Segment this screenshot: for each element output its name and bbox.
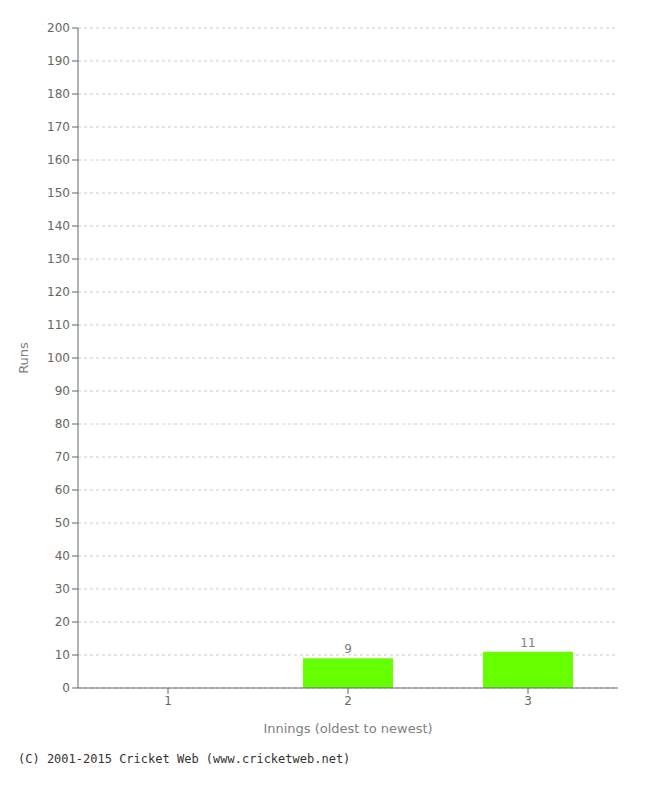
svg-text:60: 60 bbox=[55, 483, 70, 497]
svg-text:1: 1 bbox=[164, 694, 172, 708]
html-text:(C) 2001-2015 Cricket Web (www: (C) 2001-2015 Cricket Web (www.cricketwe… bbox=[18, 752, 351, 766]
svg-text:120: 120 bbox=[47, 285, 70, 299]
svg-text:0: 0 bbox=[62, 681, 70, 695]
svg-text:30: 30 bbox=[55, 582, 70, 596]
svg-text:180: 180 bbox=[47, 87, 70, 101]
svg-text:170: 170 bbox=[47, 120, 70, 134]
svg-text:9: 9 bbox=[344, 642, 352, 656]
svg-text:70: 70 bbox=[55, 450, 70, 464]
svg-text:Runs: Runs bbox=[16, 342, 31, 374]
svg-text:190: 190 bbox=[47, 54, 70, 68]
svg-text:3: 3 bbox=[524, 694, 532, 708]
svg-text:200: 200 bbox=[47, 21, 70, 35]
svg-text:90: 90 bbox=[55, 384, 70, 398]
svg-text:150: 150 bbox=[47, 186, 70, 200]
svg-text:40: 40 bbox=[55, 549, 70, 563]
svg-text:Innings (oldest to newest): Innings (oldest to newest) bbox=[263, 721, 432, 736]
svg-text:20: 20 bbox=[55, 615, 70, 629]
svg-text:11: 11 bbox=[520, 636, 535, 650]
svg-text:160: 160 bbox=[47, 153, 70, 167]
svg-text:130: 130 bbox=[47, 252, 70, 266]
svg-text:80: 80 bbox=[55, 417, 70, 431]
svg-text:110: 110 bbox=[47, 318, 70, 332]
svg-text:140: 140 bbox=[47, 219, 70, 233]
svg-text:2: 2 bbox=[344, 694, 352, 708]
svg-text:50: 50 bbox=[55, 516, 70, 530]
svg-text:100: 100 bbox=[47, 351, 70, 365]
svg-text:10: 10 bbox=[55, 648, 70, 662]
